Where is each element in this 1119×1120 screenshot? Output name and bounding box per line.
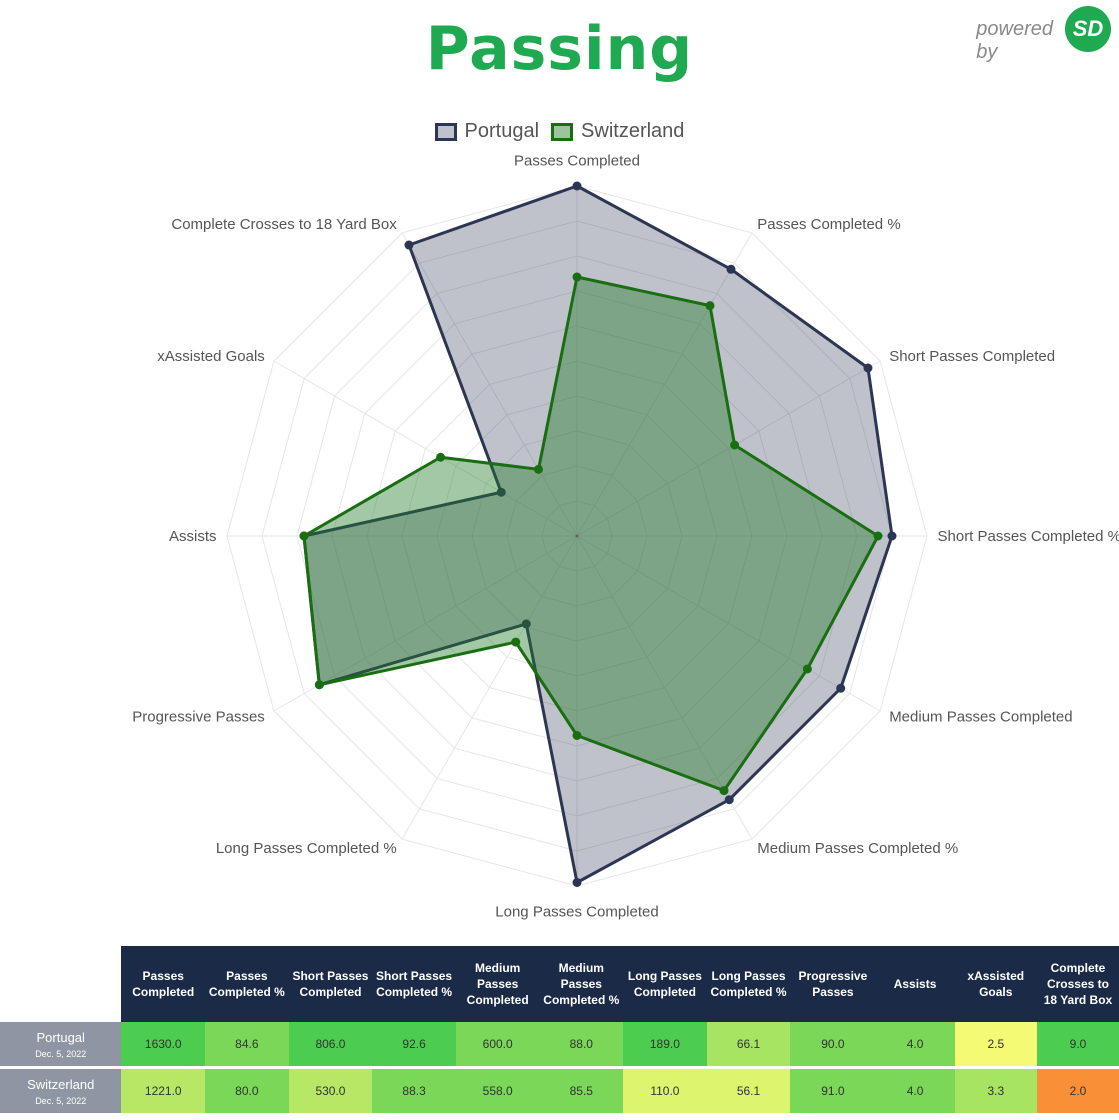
- column-header: Short Passes Completed %: [372, 946, 456, 1022]
- data-point-switzerland: [572, 731, 582, 740]
- table-cell: 2.0: [1036, 1069, 1119, 1116]
- data-point-switzerland: [730, 440, 740, 450]
- axis-label: Progressive Passes: [132, 708, 265, 725]
- column-header: Complete Crosses to 18 Yard Box: [1036, 946, 1119, 1022]
- table-cell: 9.0: [1036, 1022, 1119, 1069]
- data-point-portugal: [724, 795, 734, 805]
- column-header: Progressive Passes: [790, 946, 876, 1022]
- table-cell: 806.0: [288, 1022, 373, 1069]
- grid-spoke: [576, 360, 881, 537]
- data-point-portugal: [572, 181, 582, 191]
- data-point-switzerland: [873, 531, 883, 541]
- table-cell: 88.3: [372, 1069, 456, 1116]
- table-cell: 91.0: [790, 1069, 876, 1116]
- legend-swatch: [434, 122, 457, 141]
- table-cell: 189.0: [623, 1022, 707, 1069]
- table-cell: 4.0: [875, 1069, 955, 1116]
- table-cell: 84.6: [205, 1022, 289, 1069]
- axis-label: Passes Completed: [514, 153, 640, 170]
- data-point-portugal: [572, 878, 582, 887]
- table-row: Switzerland Dec. 5, 2022 1221.0 80.0 530.0 88…: [0, 1069, 1119, 1116]
- data-point-portugal: [887, 531, 897, 541]
- table-cell: 2.5: [954, 1022, 1037, 1069]
- radar-chart: Passes Completed Passes Completed % Short …: [132, 153, 1119, 921]
- sd-logo-icon: SD: [1065, 6, 1111, 52]
- table-cell: 1221.0: [121, 1069, 206, 1116]
- axis-label: Long Passes Completed %: [216, 840, 397, 857]
- data-point-switzerland: [572, 272, 582, 282]
- column-header: Medium Passes Completed %: [539, 946, 624, 1022]
- axis-label: Assists: [169, 528, 217, 545]
- table-row: Portugal Dec. 5, 2022 1630.0 84.6 806.0 92.6 6…: [0, 1022, 1119, 1069]
- table-cell: 558.0: [455, 1069, 540, 1116]
- table-cell: 3.3: [954, 1069, 1037, 1116]
- axis-label: Complete Crosses to 18 Yard Box: [171, 216, 397, 233]
- match-date: Dec. 5, 2022: [35, 1048, 87, 1059]
- row-header: Portugal Dec. 5, 2022: [0, 1022, 122, 1069]
- table-cell: 88.0: [539, 1022, 624, 1069]
- column-header: Long Passes Completed: [623, 946, 707, 1022]
- column-header: Long Passes Completed %: [706, 946, 791, 1022]
- table-cell: 66.1: [706, 1022, 791, 1069]
- table-cell: 530.0: [288, 1069, 373, 1116]
- table-cell: 92.6: [372, 1022, 456, 1069]
- page-title: Passing: [425, 14, 694, 84]
- data-point-portugal: [863, 363, 873, 373]
- grid-spoke: [401, 232, 578, 537]
- data-point-portugal: [496, 487, 506, 497]
- column-header: Medium Passes Completed: [455, 946, 540, 1022]
- grid-spoke: [401, 535, 578, 840]
- axis-label: Passes Completed %: [757, 216, 900, 233]
- data-point-switzerland: [719, 786, 729, 796]
- table-corner: [0, 946, 122, 1022]
- stats-table: Passes Completed Passes Completed % Short …: [0, 946, 1119, 1116]
- axis-label: Short Passes Completed: [889, 348, 1055, 365]
- axis-label: xAssisted Goals: [157, 348, 265, 365]
- axis-label: Medium Passes Completed: [889, 708, 1072, 725]
- grid-spoke: [576, 232, 753, 537]
- legend-item-switzerland[interactable]: Switzerland: [551, 120, 684, 143]
- data-point-portugal: [836, 683, 846, 693]
- data-point-switzerland: [511, 637, 521, 647]
- powered-by-label: powered by: [976, 18, 1053, 63]
- table-cell: 110.0: [623, 1069, 707, 1116]
- legend-label: Switzerland: [581, 120, 685, 142]
- match-date: Dec. 5, 2022: [35, 1095, 87, 1106]
- legend-label: Portugal: [464, 120, 540, 142]
- axis-label: Long Passes Completed: [495, 904, 658, 921]
- team-name: Portugal: [36, 1029, 85, 1045]
- column-header: Assists: [875, 946, 955, 1022]
- data-point-switzerland: [534, 464, 543, 474]
- legend-item-portugal[interactable]: Portugal: [434, 120, 540, 143]
- axis-label: Medium Passes Completed %: [757, 840, 958, 857]
- table-cell: 80.0: [205, 1069, 289, 1116]
- table-cell: 90.0: [790, 1022, 876, 1069]
- row-header: Switzerland Dec. 5, 2022: [0, 1069, 122, 1116]
- data-point-switzerland: [299, 531, 309, 541]
- legend-swatch: [551, 122, 574, 141]
- data-point-portugal: [726, 264, 736, 274]
- data-point-switzerland: [314, 680, 324, 690]
- data-point-portugal: [521, 619, 531, 629]
- table-cell: 600.0: [455, 1022, 540, 1069]
- data-point-switzerland: [802, 664, 812, 674]
- column-header: xAssisted Goals: [954, 946, 1037, 1022]
- data-point-switzerland: [705, 301, 715, 311]
- column-header: Short Passes Completed: [288, 946, 373, 1022]
- table-cell: 85.5: [539, 1069, 624, 1116]
- column-header: Passes Completed %: [205, 946, 289, 1022]
- grid-spoke: [273, 360, 578, 537]
- chart-legend: Portugal Switzerland: [0, 120, 1119, 146]
- table-cell: 56.1: [706, 1069, 791, 1116]
- center-point: [575, 534, 579, 538]
- table-cell: 4.0: [875, 1022, 955, 1069]
- data-point-switzerland: [436, 452, 446, 462]
- grid-spoke: [576, 535, 881, 712]
- axis-label: Short Passes Completed %: [938, 528, 1119, 545]
- data-point-portugal: [404, 240, 414, 250]
- table-cell: 1630.0: [121, 1022, 206, 1069]
- column-header: Passes Completed: [121, 946, 206, 1022]
- team-name: Switzerland: [27, 1076, 95, 1092]
